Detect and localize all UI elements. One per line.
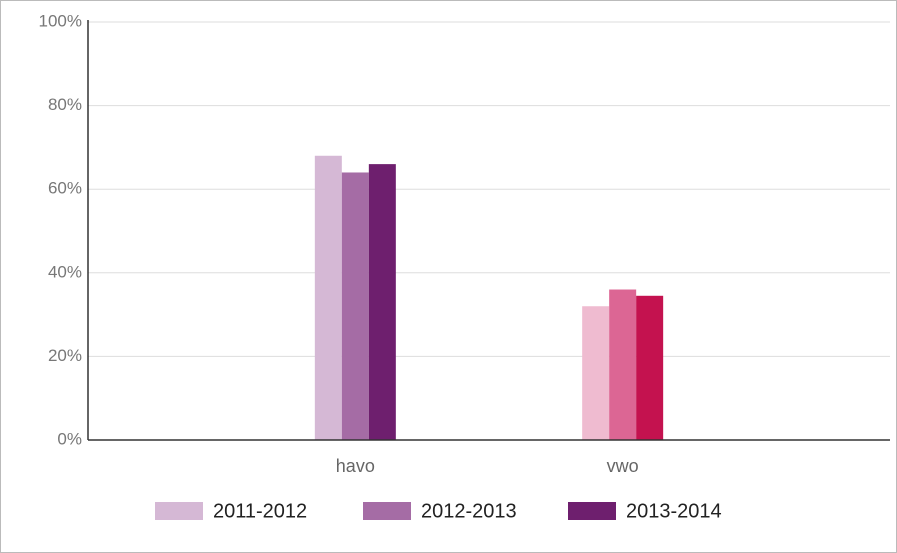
x-tick-label: havo (336, 456, 375, 476)
y-tick-label: 40% (48, 262, 82, 281)
legend-swatch (568, 502, 616, 520)
y-tick-label: 60% (48, 179, 82, 198)
y-tick-label: 100% (39, 11, 82, 30)
legend-label: 2013-2014 (626, 500, 722, 522)
legend-label: 2012-2013 (421, 500, 517, 522)
bar (368, 164, 396, 440)
legend-swatch (155, 502, 203, 520)
y-tick-label: 0% (57, 429, 82, 448)
bar (341, 172, 369, 441)
x-tick-label: vwo (607, 456, 639, 476)
y-tick-label: 20% (48, 346, 82, 365)
bar (582, 306, 610, 440)
bar (636, 295, 664, 440)
legend-label: 2011-2012 (213, 500, 307, 522)
bar (314, 155, 342, 440)
bar (609, 289, 637, 440)
legend-swatch (363, 502, 411, 520)
y-tick-label: 80% (48, 95, 82, 114)
